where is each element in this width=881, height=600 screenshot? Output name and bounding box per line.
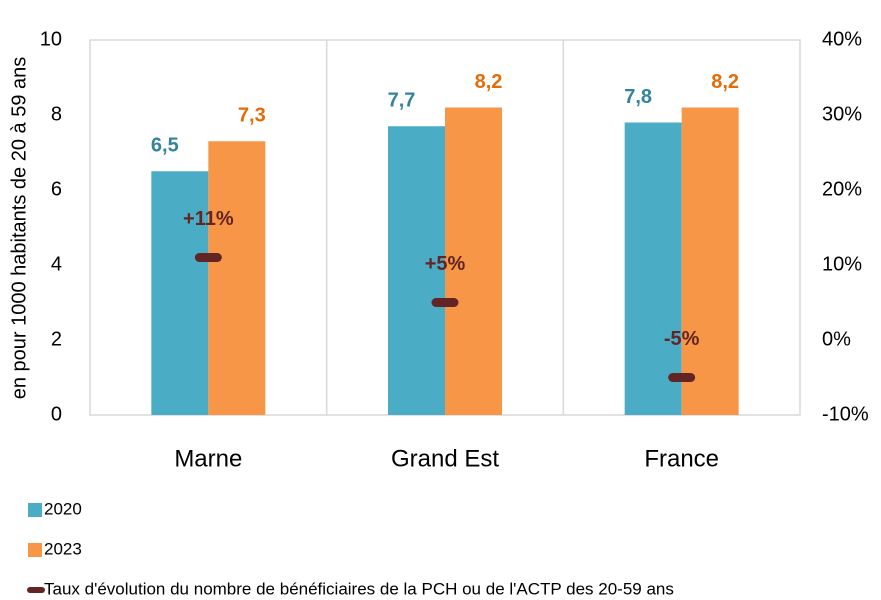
value-label: 8,2 bbox=[711, 71, 739, 93]
y-tick-label: 0 bbox=[51, 403, 62, 425]
x-tick-label: Marne bbox=[174, 445, 242, 472]
value-label: 7,3 bbox=[238, 105, 266, 127]
bar bbox=[151, 171, 209, 415]
x-tick-label: France bbox=[644, 445, 719, 472]
legend-swatch bbox=[28, 543, 42, 557]
bar bbox=[624, 122, 682, 415]
legend-label: 2023 bbox=[44, 539, 82, 558]
value-label: 7,8 bbox=[624, 86, 652, 108]
y-tick-label: 6 bbox=[51, 178, 62, 200]
y2-tick-label: 40% bbox=[822, 28, 862, 50]
legend-swatch bbox=[28, 503, 42, 517]
value-label: +5% bbox=[425, 253, 466, 275]
value-label: -5% bbox=[664, 328, 700, 350]
y-tick-label: 2 bbox=[51, 328, 62, 350]
bar bbox=[388, 126, 445, 415]
value-label: 6,5 bbox=[151, 135, 179, 157]
y2-tick-label: 10% bbox=[822, 253, 862, 275]
value-label: 7,7 bbox=[388, 90, 416, 112]
y2-tick-label: -10% bbox=[822, 403, 869, 425]
legend-label: 2020 bbox=[44, 499, 82, 518]
value-label: +11% bbox=[183, 208, 234, 230]
y-tick-label: 4 bbox=[51, 253, 62, 275]
bar bbox=[681, 107, 739, 415]
y2-tick-label: 30% bbox=[822, 103, 862, 125]
x-tick-label: Grand Est bbox=[391, 445, 499, 472]
y-tick-label: 10 bbox=[40, 28, 62, 50]
value-label: 8,2 bbox=[475, 71, 503, 93]
bar bbox=[208, 141, 266, 415]
legend-label: Taux d'évolution du nombre de bénéficiai… bbox=[44, 579, 674, 598]
y-tick-label: 8 bbox=[51, 103, 62, 125]
bar bbox=[445, 107, 502, 415]
y-axis-label: en pour 1000 habitants de 20 à 59 ans bbox=[8, 57, 30, 400]
y2-tick-label: 0% bbox=[822, 328, 851, 350]
y2-tick-label: 20% bbox=[822, 178, 862, 200]
